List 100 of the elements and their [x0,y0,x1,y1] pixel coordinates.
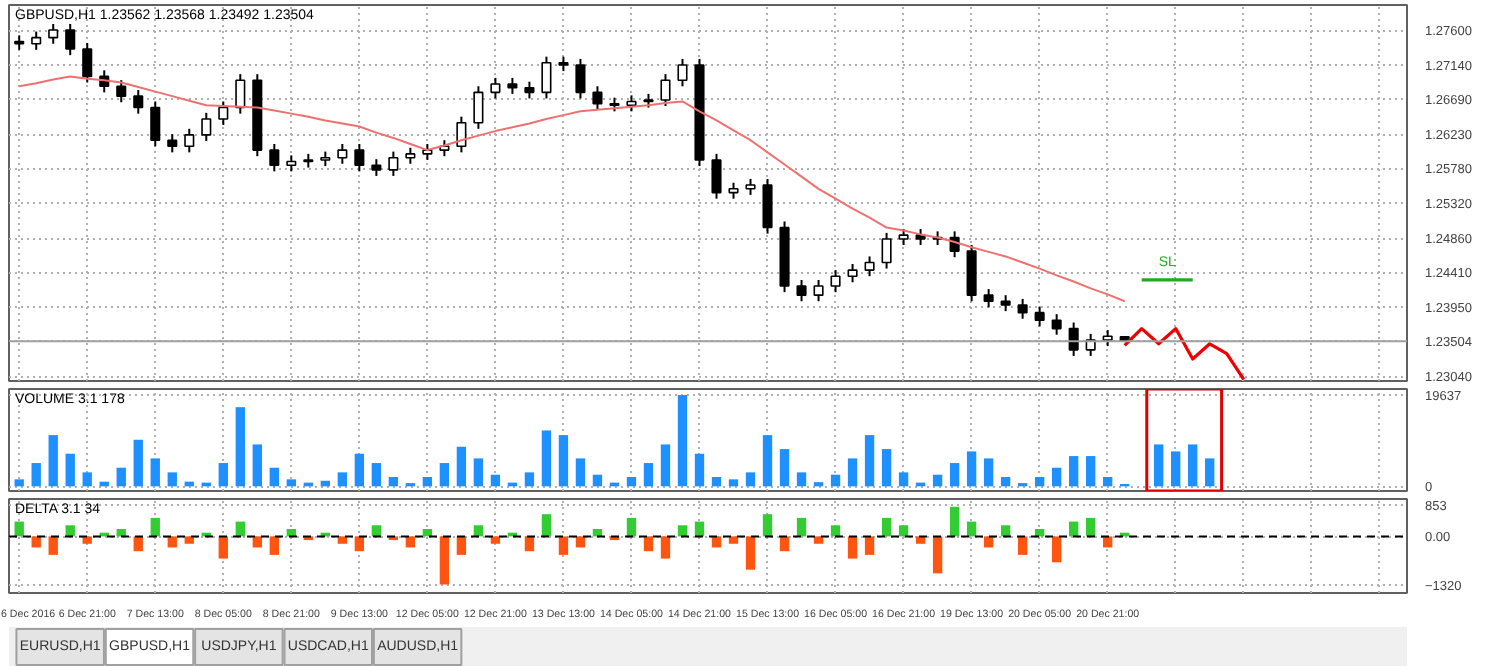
bar [286,479,296,487]
candlestick [150,100,161,148]
bar [48,536,58,555]
bar [796,517,807,537]
bar [337,536,348,544]
bar [269,536,279,555]
bar [626,517,637,537]
bar [167,472,177,487]
bar [558,536,569,555]
bar [898,525,909,537]
candlestick [864,255,875,278]
bar [422,477,433,487]
bar [490,536,501,544]
bar [1102,477,1113,487]
candlestick [184,127,195,154]
bar [1000,477,1011,487]
candlestick [116,79,127,104]
bar [847,458,858,487]
bar [575,536,586,548]
bar [133,439,143,487]
candlestick [473,85,484,130]
candlestick [575,57,586,100]
bar [524,536,535,552]
candlestick [677,57,688,88]
bar [694,453,705,487]
bar [337,472,348,487]
candlestick [796,278,807,303]
bar [524,472,535,487]
bar [1034,477,1045,487]
bar [762,435,773,487]
bar [626,477,637,487]
bar [252,536,262,548]
bar [82,472,92,487]
bar [915,536,926,544]
bar [167,536,177,548]
bar [439,463,450,487]
bar [541,430,552,487]
bar [1068,456,1079,487]
candlestick [167,133,178,154]
bar [643,463,654,487]
bar [813,536,824,544]
candlestick [65,22,76,57]
candlestick [813,278,824,303]
bar [575,458,586,487]
bar [133,536,143,552]
bar [439,536,450,585]
bar [235,407,245,487]
candlestick [762,177,773,235]
bar [745,536,756,570]
bar [949,463,960,487]
bar [269,467,279,487]
bar [218,463,228,487]
bar [728,479,739,487]
bar [31,536,41,548]
bar [983,458,994,487]
bar [150,458,160,487]
bar [932,536,943,574]
bar [830,525,841,537]
bar [983,536,994,548]
bar [558,435,569,487]
bar [1154,444,1164,487]
bar [898,472,909,487]
candlestick [82,41,93,84]
candlestick [337,143,348,165]
bar [660,444,671,487]
candlestick [31,30,42,51]
bar [881,449,892,487]
line-series [1123,326,1246,381]
candlestick [847,263,858,284]
candlestick [354,143,365,173]
bar [1017,536,1028,555]
candlestick [711,152,722,200]
bar [711,477,722,487]
bar [1051,467,1062,487]
candlestick [1051,313,1062,336]
bar [1205,458,1215,487]
candlestick [235,73,246,115]
bar [1171,451,1181,487]
bar [456,446,467,487]
bar [184,536,194,544]
bar [966,451,977,487]
bar [847,536,858,559]
candlestick [490,76,501,100]
candlestick [983,288,994,309]
candlestick [48,22,59,45]
bar [1051,536,1062,563]
bar [116,467,126,487]
candlestick [966,244,977,303]
candlestick [201,111,212,142]
bar [592,474,603,487]
candlestick [218,100,229,127]
bar [711,536,722,548]
bar [14,479,24,487]
bar [388,477,399,487]
candlestick [456,115,467,154]
bar [150,517,160,537]
bar [864,536,875,555]
bar [779,449,790,487]
bar [48,435,58,487]
bar [881,517,892,537]
